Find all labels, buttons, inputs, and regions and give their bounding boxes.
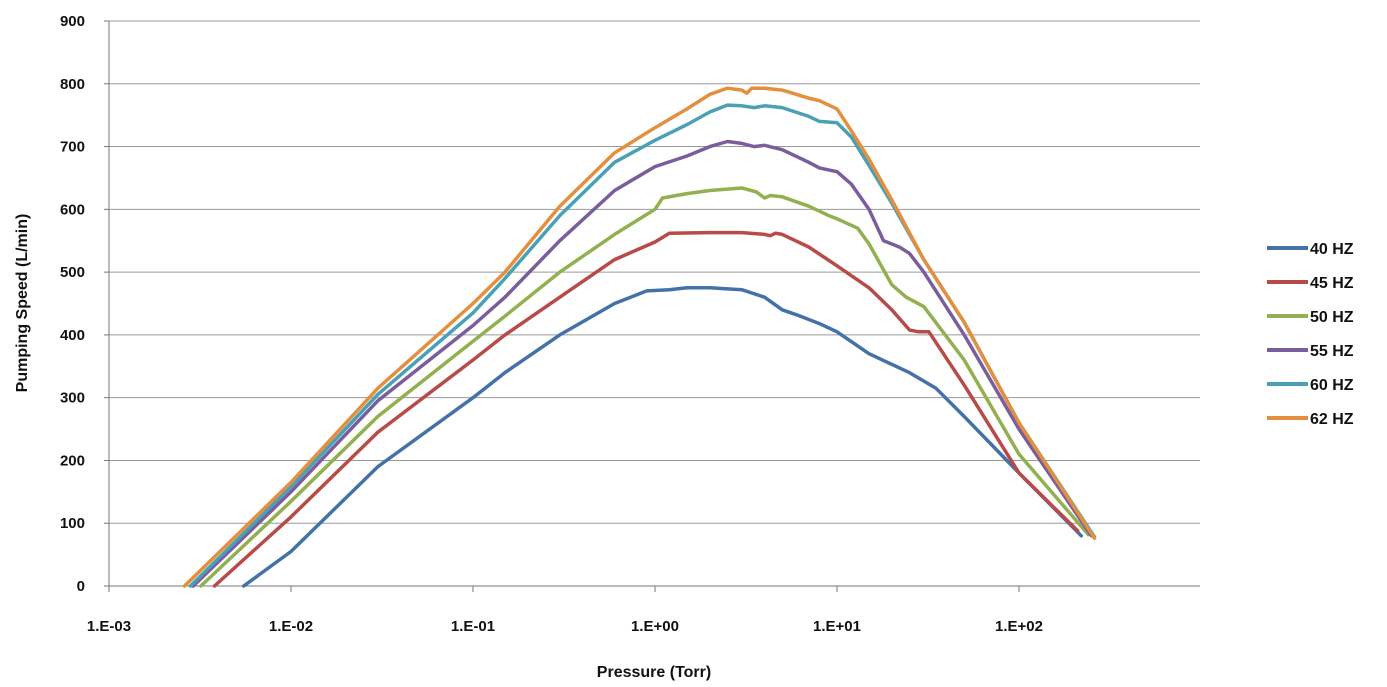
x-tick-label: 1.E+01 (813, 618, 861, 635)
legend-label: 50 HZ (1310, 309, 1354, 326)
series-line-60-hz (188, 103, 1097, 588)
x-tick-label: 1.E-01 (451, 618, 495, 635)
y-tick-label: 200 (60, 452, 85, 469)
y-tick-label: 400 (60, 327, 85, 344)
legend-label: 62 HZ (1310, 411, 1354, 428)
series-line-45-hz (212, 230, 1080, 588)
x-tick-label: 1.E+02 (995, 618, 1043, 635)
x-tick-label: 1.E-03 (87, 618, 131, 635)
y-tick-label: 300 (60, 390, 85, 407)
y-tick-label: 900 (60, 13, 85, 30)
series-line-62-hz (182, 86, 1097, 588)
y-tick-label: 800 (60, 76, 85, 93)
legend-label: 60 HZ (1310, 377, 1354, 394)
x-tick-labels: 1.E-03 1.E-02 1.E-01 1.E+00 1.E+01 1.E+02 (87, 586, 1043, 635)
y-tick-label: 500 (60, 264, 85, 281)
x-tick-label: 1.E+00 (631, 618, 679, 635)
series-lines (182, 86, 1097, 588)
series-line-40-hz (241, 286, 1084, 588)
legend-label: 40 HZ (1310, 241, 1354, 258)
y-tick-label: 700 (60, 139, 85, 156)
legend-label: 55 HZ (1310, 343, 1354, 360)
series-line-55-hz (191, 139, 1094, 588)
y-tick-label: 100 (60, 515, 85, 532)
x-tick-label: 1.E-02 (269, 618, 313, 635)
y-axis-title: Pumping Speed (L/min) (14, 214, 31, 393)
series-line-50-hz (199, 186, 1090, 588)
y-tick-label: 0 (77, 578, 85, 595)
y-tick-label: 600 (60, 201, 85, 218)
legend-label: 45 HZ (1310, 275, 1354, 292)
legend: 40 HZ 45 HZ 50 HZ 55 HZ 60 HZ 62 HZ (1267, 241, 1354, 428)
y-tick-labels: 0 100 200 300 400 500 600 700 800 900 (60, 13, 109, 595)
x-axis-title: Pressure (Torr) (597, 664, 711, 681)
